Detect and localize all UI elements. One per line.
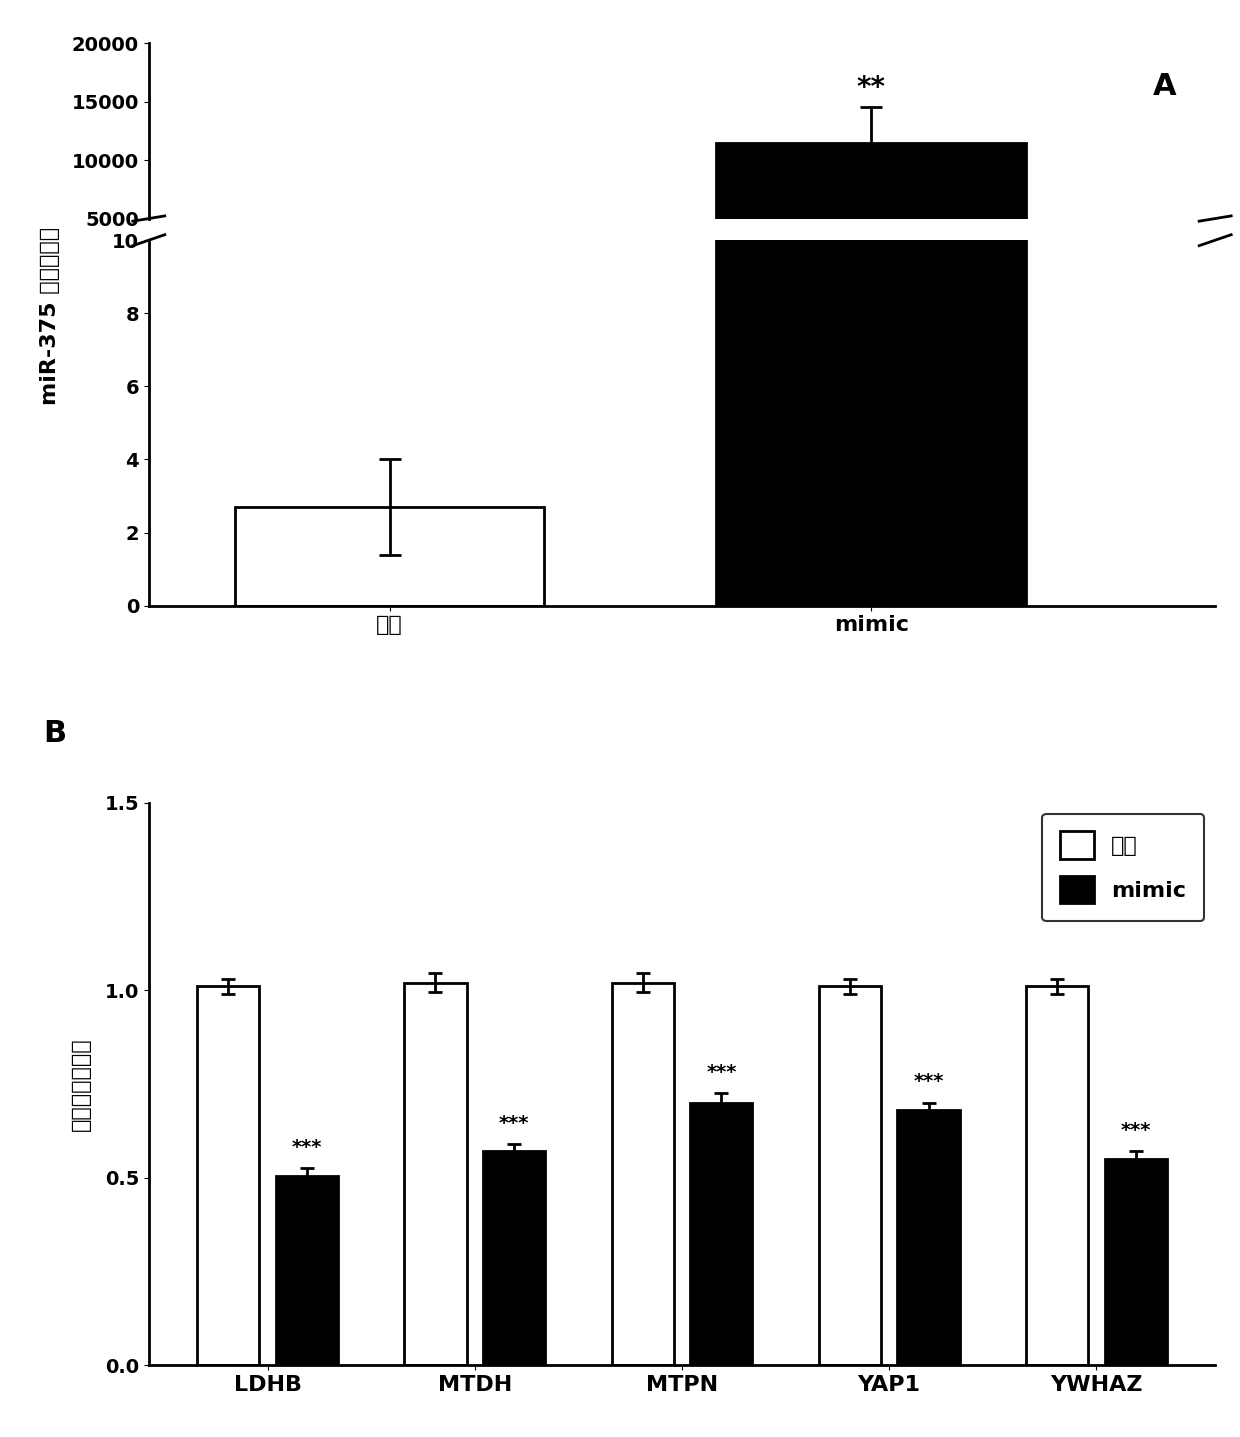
- Bar: [234, 507, 544, 605]
- Bar: [1105, 1158, 1167, 1365]
- Bar: [277, 1175, 339, 1365]
- Bar: [197, 986, 259, 1365]
- Text: ***: ***: [914, 1072, 944, 1091]
- Bar: [484, 1151, 546, 1365]
- Text: miR-375 相对表达量: miR-375 相对表达量: [40, 227, 60, 405]
- Bar: [717, 142, 1025, 277]
- Bar: [898, 1111, 960, 1365]
- Bar: [818, 986, 880, 1365]
- Text: **: **: [857, 73, 885, 102]
- Text: ***: ***: [706, 1063, 737, 1082]
- Text: ***: ***: [498, 1114, 529, 1132]
- Y-axis label: 基因相对表达量: 基因相对表达量: [71, 1038, 91, 1131]
- Bar: [691, 1102, 753, 1365]
- Text: B: B: [43, 718, 67, 747]
- Text: ***: ***: [291, 1138, 322, 1157]
- Bar: [611, 983, 673, 1365]
- Text: ***: ***: [1121, 1121, 1151, 1140]
- Bar: [1025, 986, 1087, 1365]
- Legend: 对照, mimic: 对照, mimic: [1043, 813, 1204, 921]
- Bar: [717, 240, 1025, 605]
- Text: A: A: [1153, 72, 1177, 101]
- Bar: [404, 983, 466, 1365]
